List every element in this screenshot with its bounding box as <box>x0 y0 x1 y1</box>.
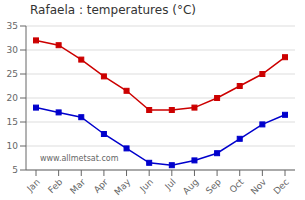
svg-text:Feb: Feb <box>46 177 65 196</box>
svg-text:May: May <box>112 176 133 197</box>
html-text:www.allmetsat.com: www.allmetsat.com <box>40 154 119 163</box>
svg-text:Oct: Oct <box>228 177 246 195</box>
svg-text:Mar: Mar <box>68 177 87 196</box>
svg-text:10: 10 <box>8 141 18 151</box>
svg-text:15: 15 <box>8 117 18 127</box>
svg-text:Sep: Sep <box>204 177 223 196</box>
svg-text:20: 20 <box>8 93 18 103</box>
svg-text:30: 30 <box>8 45 18 55</box>
svg-text:35: 35 <box>8 21 18 31</box>
svg-text:5: 5 <box>12 165 18 175</box>
svg-text:Jul: Jul <box>162 177 177 192</box>
svg-text:Jan: Jan <box>24 177 42 195</box>
svg-text:Jun: Jun <box>137 177 155 195</box>
svg-text:Apr: Apr <box>92 177 110 195</box>
html-text:Rafaela : temperatures (°C): Rafaela : temperatures (°C) <box>30 3 196 17</box>
svg-text:Nov: Nov <box>249 176 269 196</box>
svg-text:Aug: Aug <box>181 177 201 197</box>
svg-text:25: 25 <box>8 69 18 79</box>
svg-text:Dec: Dec <box>272 177 291 196</box>
